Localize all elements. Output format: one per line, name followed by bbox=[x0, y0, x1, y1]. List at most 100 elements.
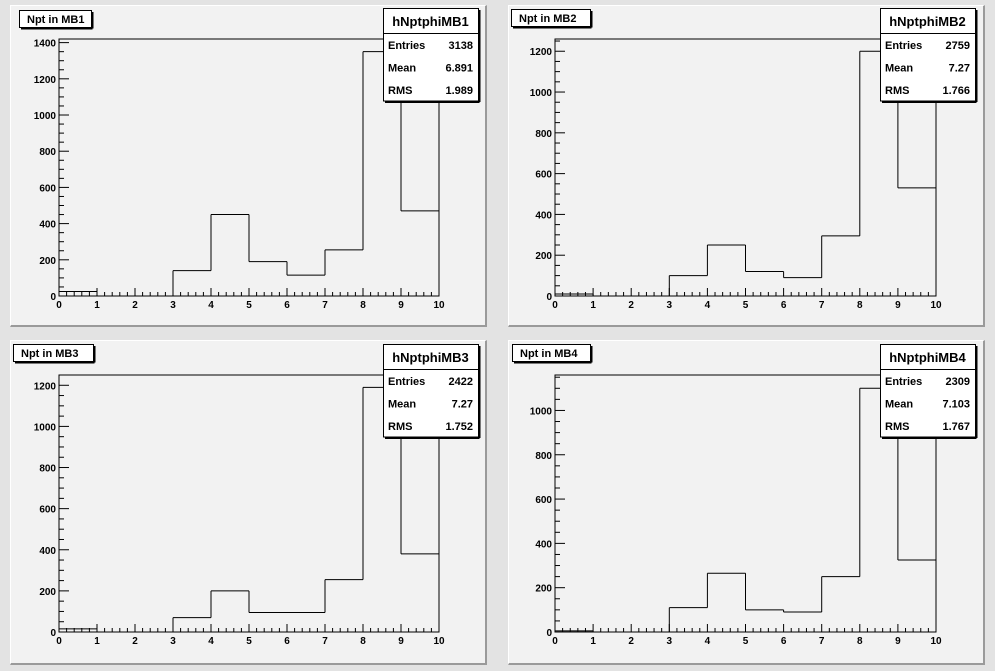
chart-title-box: Npt in MB2 bbox=[511, 9, 593, 29]
x-axis: 0 1 2 3 4 5 6 7 8 9 10 bbox=[56, 624, 445, 647]
x-tick-label: 3 bbox=[170, 300, 176, 311]
stats-value: 1.989 bbox=[445, 85, 473, 97]
y-tick-label: 1200 bbox=[34, 381, 57, 392]
stats-box: hNptphiMB4 Entries 2309 Mean 7.103 RMS 1.767 bbox=[880, 344, 978, 439]
x-tick-label: 3 bbox=[170, 636, 176, 647]
x-tick-label: 7 bbox=[322, 636, 328, 647]
stats-label: RMS bbox=[885, 421, 909, 433]
y-tick-label: 200 bbox=[39, 587, 56, 598]
stats-value: 7.103 bbox=[942, 399, 970, 411]
x-tick-label: 0 bbox=[56, 636, 62, 647]
y-tick-label: 600 bbox=[39, 183, 56, 194]
y-tick-label: 200 bbox=[535, 584, 552, 595]
chart-title: Npt in MB1 bbox=[27, 14, 84, 26]
chart-title: Npt in MB2 bbox=[519, 13, 576, 25]
stats-box: hNptphiMB2 Entries 2759 Mean 7.27 RMS 1.766 bbox=[880, 8, 978, 103]
stats-label: Entries bbox=[388, 40, 425, 52]
x-tick-label: 1 bbox=[94, 300, 100, 311]
stats-frame bbox=[383, 344, 479, 438]
x-tick-label: 10 bbox=[930, 636, 942, 647]
x-tick-label: 9 bbox=[398, 300, 404, 311]
x-tick-label: 8 bbox=[857, 636, 863, 647]
y-axis: 0 200 400 600 800 1000 1200 bbox=[34, 374, 69, 639]
y-tick-label: 800 bbox=[39, 464, 56, 475]
x-tick-label: 8 bbox=[360, 636, 366, 647]
x-tick-label: 1 bbox=[94, 636, 100, 647]
y-tick-label: 600 bbox=[535, 495, 552, 506]
stats-value: 1.766 bbox=[942, 85, 970, 97]
y-tick-label: 1000 bbox=[530, 88, 553, 99]
y-tick-label: 1000 bbox=[34, 422, 57, 433]
pad-mb1[interactable]: 0 1 2 3 4 5 6 7 8 9 10 0 200 400 600 800 1000 1200 1400 Npt… bbox=[10, 5, 487, 327]
stats-label: Mean bbox=[885, 63, 913, 75]
x-tick-label: 1 bbox=[590, 636, 596, 647]
histogram-svg: 0 1 2 3 4 5 6 7 8 9 10 0 200 400 600 800 1000 1200 Npt in … bbox=[13, 344, 481, 647]
x-tick-label: 3 bbox=[667, 636, 673, 647]
histogram-name: hNptphiMB2 bbox=[889, 14, 966, 29]
x-tick-label: 3 bbox=[667, 300, 673, 311]
histogram-svg: 0 1 2 3 4 5 6 7 8 9 10 0 200 400 600 800 1000 Npt in MB4 h… bbox=[512, 344, 978, 647]
x-tick-label: 9 bbox=[398, 636, 404, 647]
stats-label: RMS bbox=[388, 421, 412, 433]
x-tick-label: 0 bbox=[552, 300, 558, 311]
x-tick-label: 4 bbox=[705, 300, 711, 311]
x-tick-label: 6 bbox=[284, 636, 290, 647]
stats-value: 6.891 bbox=[445, 63, 473, 75]
y-tick-label: 1200 bbox=[34, 75, 57, 86]
x-tick-label: 2 bbox=[628, 636, 634, 647]
x-tick-label: 5 bbox=[743, 300, 749, 311]
x-tick-label: 0 bbox=[56, 300, 62, 311]
pad-mb3[interactable]: 0 1 2 3 4 5 6 7 8 9 10 0 200 400 600 800 1000 1200 Npt in … bbox=[10, 340, 487, 665]
stats-value: 2309 bbox=[946, 376, 970, 388]
stats-label: Entries bbox=[885, 40, 922, 52]
y-axis: 0 200 400 600 800 1000 1200 bbox=[530, 39, 565, 303]
histogram-name: hNptphiMB1 bbox=[392, 14, 469, 29]
stats-value: 7.27 bbox=[949, 63, 970, 75]
stats-label: Mean bbox=[388, 63, 416, 75]
x-axis: 0 1 2 3 4 5 6 7 8 9 10 bbox=[56, 288, 445, 311]
chart-title-box: Npt in MB1 bbox=[19, 10, 94, 30]
x-tick-label: 10 bbox=[433, 300, 445, 311]
y-tick-label: 0 bbox=[50, 292, 56, 303]
y-tick-label: 1000 bbox=[34, 111, 57, 122]
x-tick-label: 5 bbox=[246, 636, 252, 647]
y-tick-label: 1400 bbox=[34, 39, 57, 50]
x-tick-label: 0 bbox=[552, 636, 558, 647]
y-tick-label: 800 bbox=[39, 147, 56, 158]
histogram-svg: 0 1 2 3 4 5 6 7 8 9 10 0 200 400 600 800 1000 1200 Npt in … bbox=[511, 8, 978, 311]
stats-label: RMS bbox=[885, 85, 909, 97]
x-tick-label: 6 bbox=[284, 300, 290, 311]
x-tick-label: 2 bbox=[132, 300, 138, 311]
y-axis: 0 200 400 600 800 1000 bbox=[530, 375, 565, 639]
stats-value: 7.27 bbox=[452, 399, 473, 411]
y-tick-label: 800 bbox=[535, 129, 552, 140]
y-tick-label: 400 bbox=[535, 210, 552, 221]
x-tick-label: 8 bbox=[360, 300, 366, 311]
y-tick-label: 800 bbox=[535, 451, 552, 462]
stats-label: Entries bbox=[388, 376, 425, 388]
y-tick-label: 1200 bbox=[530, 47, 553, 58]
pad-mb4[interactable]: 0 1 2 3 4 5 6 7 8 9 10 0 200 400 600 800 1000 Npt in MB4 h… bbox=[508, 340, 985, 665]
stats-label: RMS bbox=[388, 85, 412, 97]
pad-mb2[interactable]: 0 1 2 3 4 5 6 7 8 9 10 0 200 400 600 800 1000 1200 Npt in … bbox=[508, 5, 985, 327]
x-tick-label: 7 bbox=[322, 300, 328, 311]
stats-value: 2422 bbox=[449, 376, 473, 388]
stats-value: 1.752 bbox=[445, 421, 473, 433]
x-tick-label: 10 bbox=[930, 300, 942, 311]
y-tick-label: 600 bbox=[39, 505, 56, 516]
y-tick-label: 0 bbox=[546, 292, 552, 303]
x-tick-label: 6 bbox=[781, 636, 787, 647]
stats-box: hNptphiMB3 Entries 2422 Mean 7.27 RMS 1.752 bbox=[383, 344, 481, 439]
x-tick-label: 4 bbox=[705, 636, 711, 647]
x-tick-label: 7 bbox=[819, 300, 825, 311]
stats-value: 3138 bbox=[449, 40, 473, 52]
y-tick-label: 400 bbox=[535, 539, 552, 550]
x-tick-label: 5 bbox=[743, 636, 749, 647]
x-tick-label: 6 bbox=[781, 300, 787, 311]
x-tick-label: 4 bbox=[208, 636, 214, 647]
x-tick-label: 1 bbox=[590, 300, 596, 311]
stats-value: 1.767 bbox=[942, 421, 970, 433]
chart-title: Npt in MB4 bbox=[520, 348, 578, 360]
histogram-name: hNptphiMB3 bbox=[392, 350, 469, 365]
